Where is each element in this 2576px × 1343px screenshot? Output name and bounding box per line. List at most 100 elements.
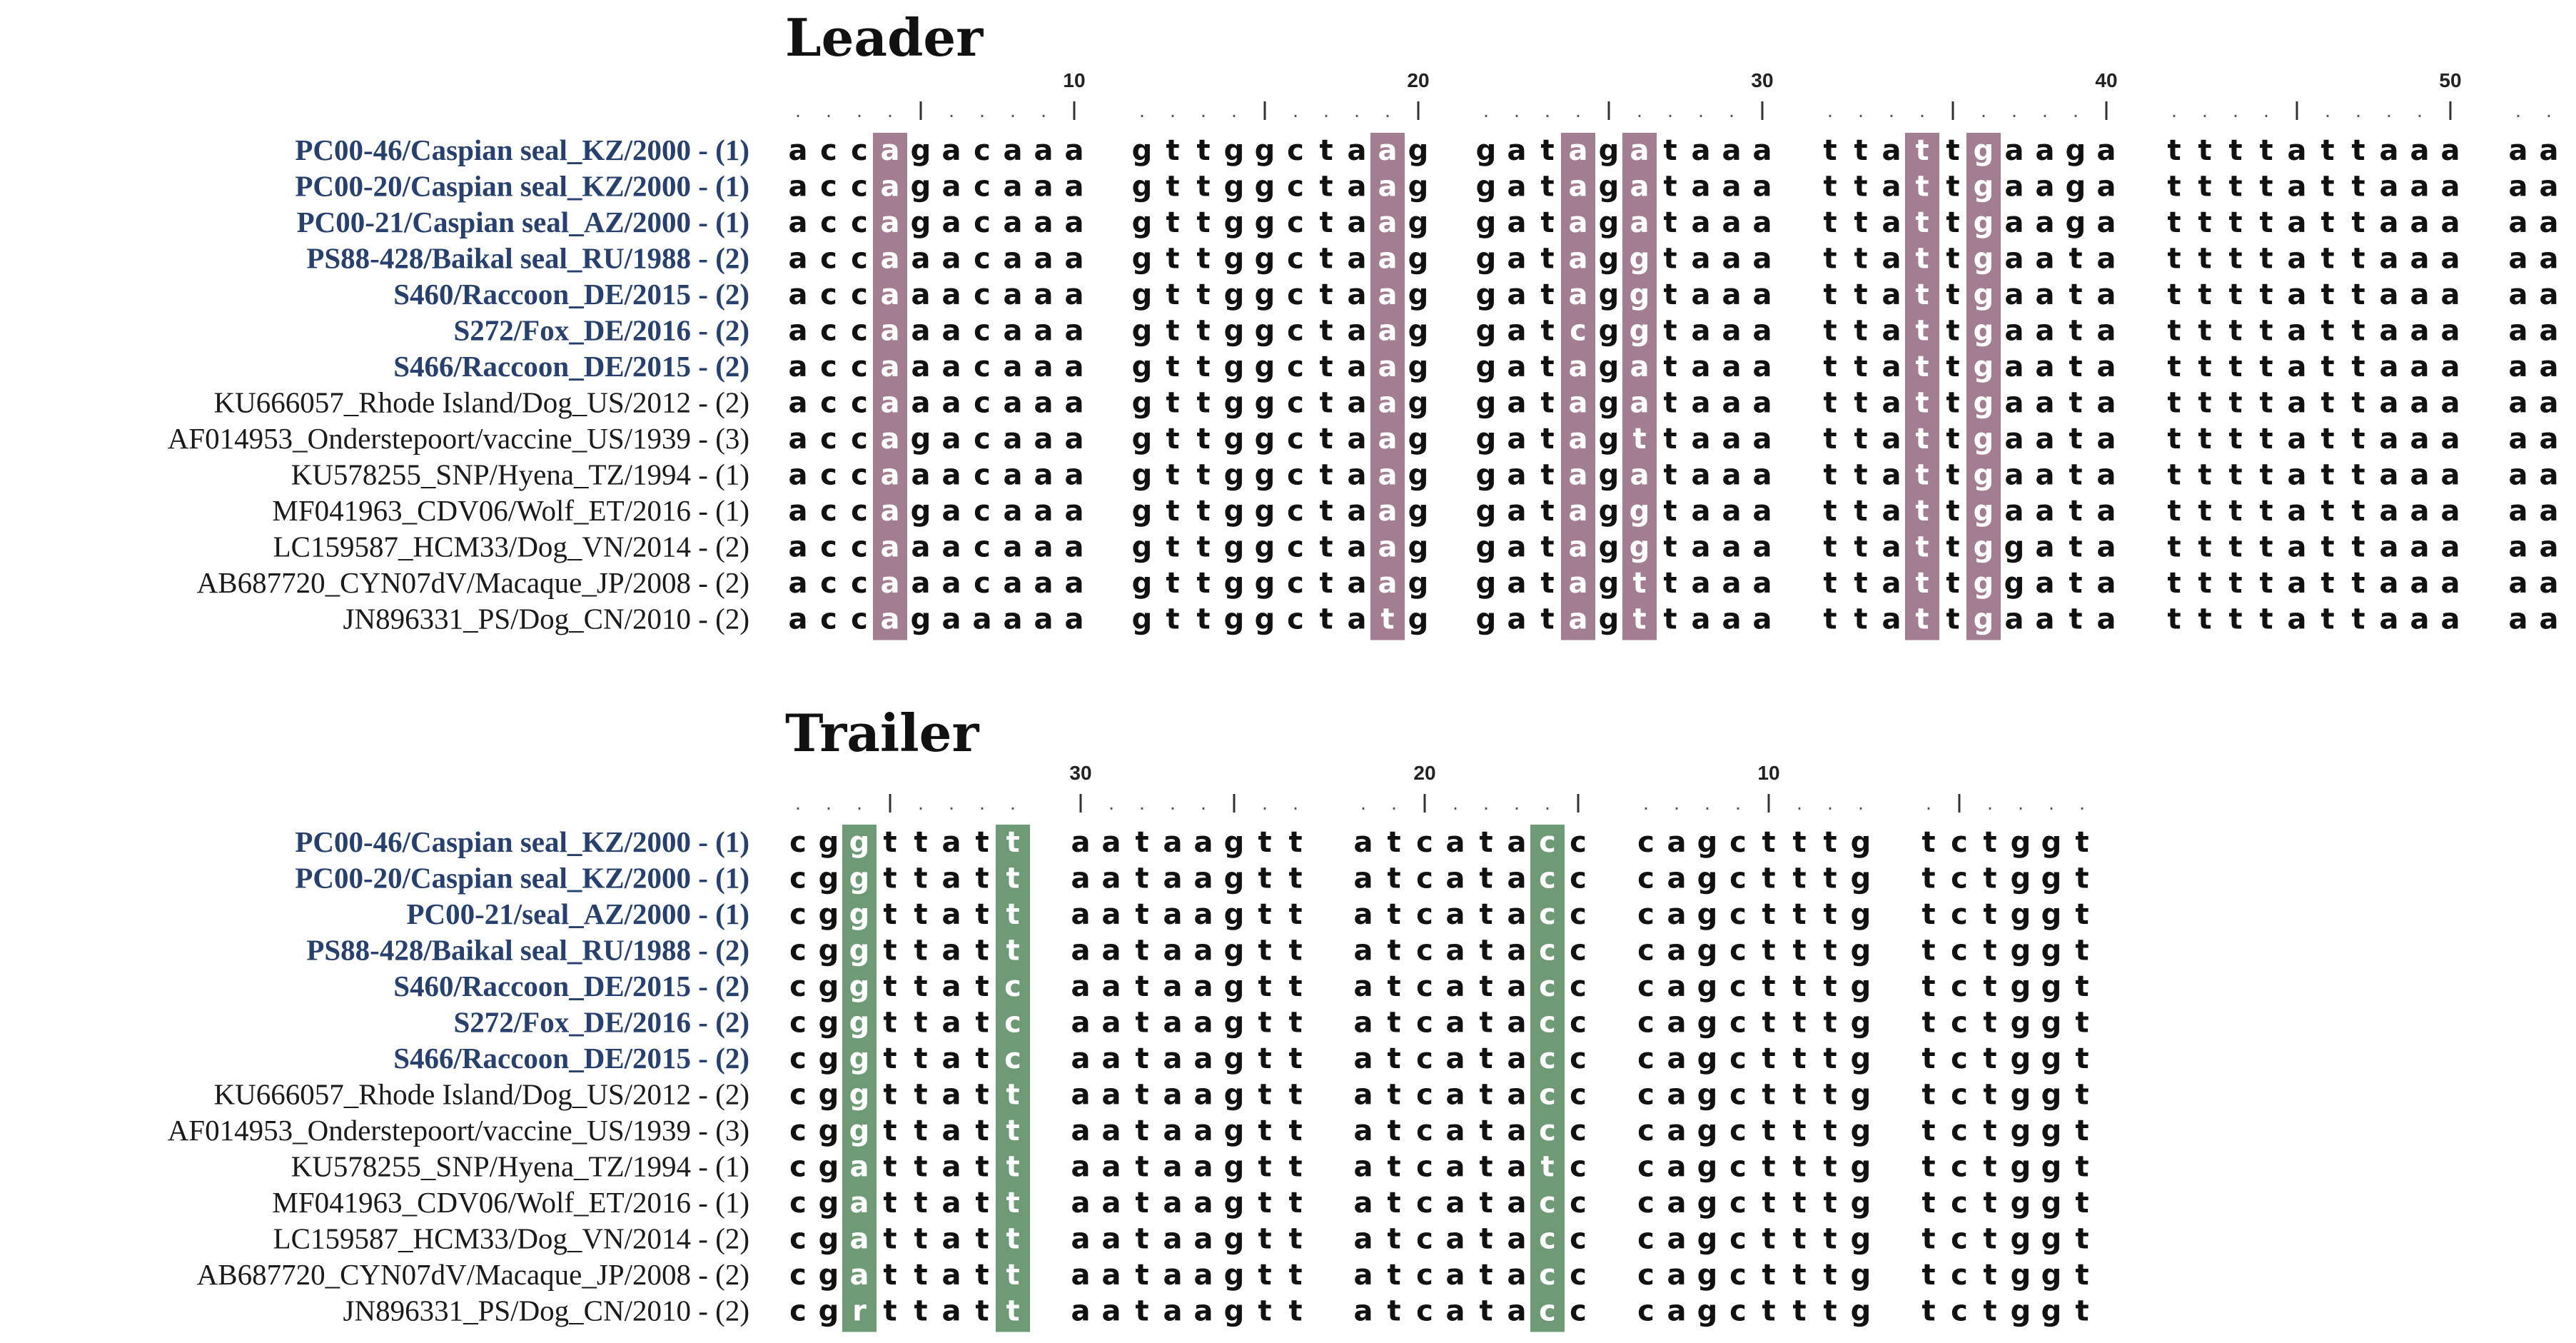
trailer-base: c: [1004, 970, 1021, 1003]
trailer-base: a: [1102, 1223, 1121, 1256]
leader-base: a: [2380, 171, 2399, 203]
leader-base: g: [1476, 315, 1497, 348]
leader-base: t: [2351, 387, 2365, 420]
leader-base: a: [1882, 243, 1901, 276]
trailer-base: g: [2041, 1115, 2062, 1147]
leader-base: t: [1854, 603, 1867, 636]
leader-base: a: [2097, 351, 2116, 383]
leader-base: a: [1004, 495, 1023, 528]
leader-ruler-dot: .: [1545, 101, 1550, 122]
leader-base: g: [1132, 387, 1153, 420]
trailer-base: t: [1921, 970, 1935, 1003]
trailer-base: g: [1851, 862, 1872, 895]
trailer-base: t: [883, 1151, 896, 1184]
leader-base: t: [1319, 243, 1333, 276]
trailer-base: a: [1102, 1295, 1121, 1328]
trailer-base: t: [1258, 898, 1271, 931]
leader-base: g: [1599, 206, 1620, 239]
trailer-base: t: [1288, 1187, 1302, 1219]
leader-base: a: [942, 459, 961, 492]
leader-base: a: [2097, 459, 2116, 492]
leader-ruler-dot: .: [1729, 101, 1734, 122]
trailer-base: g: [2011, 1223, 2031, 1256]
trailer-base: a: [1194, 1259, 1213, 1292]
leader-base: t: [1854, 567, 1867, 600]
leader-base: c: [974, 567, 991, 600]
trailer-base: t: [914, 826, 927, 859]
leader-sequence-label: KU666057_Rhode Island/Dog_US/2012 - (2): [214, 386, 749, 419]
trailer-base: g: [2041, 1007, 2062, 1040]
leader-base: a: [2410, 278, 2430, 311]
leader-base: c: [1287, 603, 1304, 636]
trailer-base: t: [1006, 1223, 1019, 1256]
leader-base: t: [1854, 531, 1867, 564]
trailer-base: a: [1194, 1151, 1213, 1184]
trailer-base: t: [1135, 970, 1148, 1003]
leader-base: g: [1132, 531, 1153, 564]
leader-base: a: [2380, 567, 2399, 600]
trailer-base: t: [1921, 1115, 1935, 1147]
trailer-base: t: [2075, 862, 2088, 895]
leader-base: t: [2198, 459, 2211, 492]
trailer-ruler-dot: .: [1987, 793, 1993, 815]
leader-base: a: [2540, 531, 2559, 564]
trailer-base: t: [1921, 1295, 1935, 1328]
trailer-base: t: [975, 970, 989, 1003]
trailer-sequence-label: PC00-21/seal_AZ/2000 - (1): [406, 897, 749, 930]
leader-base: c: [851, 603, 868, 636]
leader-base: a: [2288, 387, 2307, 420]
leader-base: t: [1663, 387, 1677, 420]
trailer-base: t: [975, 1042, 989, 1075]
leader-base: a: [2005, 278, 2024, 311]
leader-base: a: [1378, 206, 1398, 239]
trailer-base: a: [1194, 1187, 1213, 1219]
leader-base: a: [1034, 351, 1054, 383]
leader-base: c: [1287, 567, 1304, 600]
trailer-ruler-dot: .: [1483, 793, 1489, 815]
trailer-base: c: [1637, 826, 1655, 859]
trailer-base: c: [1539, 970, 1556, 1003]
leader-base: a: [2441, 243, 2460, 276]
leader-base: a: [2540, 387, 2559, 420]
trailer-base: c: [1729, 826, 1747, 859]
leader-base: c: [851, 459, 868, 492]
trailer-highlight-column: [996, 825, 1030, 1332]
leader-base: g: [1408, 351, 1429, 383]
trailer-base: g: [1224, 898, 1245, 931]
trailer-ruler-dot: .: [949, 793, 954, 815]
trailer-base: t: [1762, 935, 1775, 967]
trailer-base: g: [849, 970, 870, 1003]
leader-base: a: [1034, 495, 1054, 528]
leader-base: a: [881, 495, 900, 528]
leader-base: t: [2069, 567, 2082, 600]
leader-base: a: [1507, 206, 1527, 239]
leader-base: g: [1255, 351, 1276, 383]
trailer-base: t: [1479, 935, 1492, 967]
trailer-base: t: [2075, 1151, 2088, 1184]
trailer-base: a: [1507, 1115, 1527, 1147]
leader-base: t: [1632, 567, 1646, 600]
leader-base: c: [1287, 423, 1304, 456]
trailer-base: t: [1983, 1007, 1996, 1040]
trailer-base: c: [789, 1187, 807, 1219]
leader-ruler-number: 40: [2095, 69, 2117, 91]
trailer-base: g: [2041, 1079, 2062, 1112]
trailer-base: t: [1387, 1259, 1400, 1292]
trailer-ruler-dot: .: [1827, 793, 1833, 815]
leader-base: t: [1166, 243, 1179, 276]
leader-base: t: [1540, 278, 1554, 311]
leader-base: t: [1663, 531, 1677, 564]
leader-base: t: [2198, 134, 2211, 167]
trailer-base: a: [942, 1151, 961, 1184]
trailer-base: g: [1851, 1079, 1872, 1112]
trailer-base: t: [1387, 826, 1400, 859]
trailer-base: t: [1135, 1079, 1148, 1112]
leader-base: g: [1132, 206, 1153, 239]
leader-base: t: [1196, 243, 1210, 276]
leader-base: t: [1946, 531, 1959, 564]
leader-base: a: [1722, 495, 1742, 528]
trailer-base: t: [1479, 826, 1492, 859]
trailer-base: g: [1224, 935, 1245, 967]
trailer-base: c: [1570, 1151, 1587, 1184]
trailer-base: t: [1288, 1259, 1302, 1292]
